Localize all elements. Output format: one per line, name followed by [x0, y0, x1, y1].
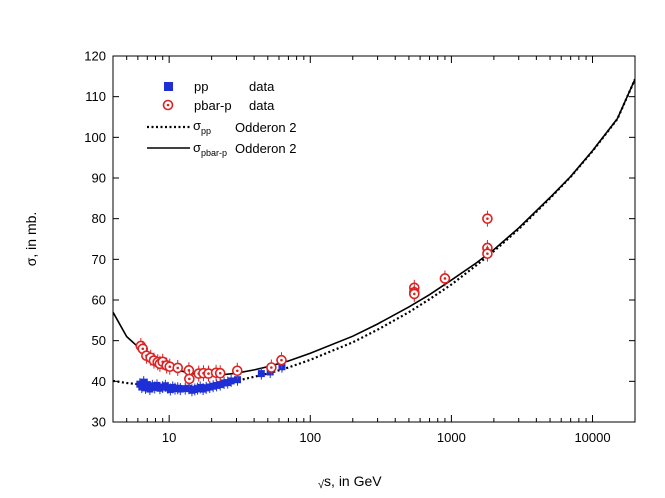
pp-curve [113, 78, 635, 388]
y-tick-label: 50 [92, 333, 106, 348]
axis-ticks: 30 40 50 60 70 80 90 100 110 120 10 100 1000 10000 [84, 49, 636, 445]
y-tick-label: 120 [84, 49, 106, 64]
curves [113, 78, 635, 388]
pp-point [181, 385, 189, 393]
y-axis-label: σ, in mb. [23, 212, 39, 267]
y-tick-label: 110 [85, 89, 106, 104]
pp-point [234, 376, 242, 384]
pbar-p-point-center [236, 369, 239, 373]
pp-point [220, 379, 228, 387]
legend-pbar-label2: data [249, 98, 275, 113]
legend-pp-curve-label2: Odderon 2 [235, 120, 296, 135]
pp-point [140, 378, 148, 386]
legend-pbar-marker-dot [166, 103, 170, 107]
y-tick-label: 40 [92, 374, 106, 389]
sqrt-symbol: √ [318, 479, 325, 491]
y-tick-label: 90 [92, 171, 106, 186]
legend-pbar-curve-label: σpbar-p [193, 140, 227, 158]
pp-point [143, 381, 151, 389]
pbar-p-point-center [207, 372, 210, 375]
pp-point [216, 381, 224, 389]
legend-pp-label: pp [194, 79, 208, 94]
pp-point [202, 384, 210, 392]
pbar-p-point-center [176, 366, 180, 370]
y-tick-label: 80 [92, 211, 106, 226]
plot-frame [112, 55, 636, 423]
pbar-p-point-center [270, 366, 273, 369]
legend-pbar-label: pbar-p [194, 98, 232, 113]
pbar-p-point-center [141, 347, 145, 351]
legend-pp-marker [164, 82, 173, 91]
y-tick-label: 60 [92, 293, 106, 308]
x-tick-label: 100 [299, 430, 321, 445]
pp-point [213, 381, 221, 389]
pp-point [227, 377, 235, 385]
legend-pp-label2: data [249, 79, 275, 94]
x-tick-label: 10 [162, 430, 176, 445]
legend: pp data pbar-p data σpp Odderon 2 σpbar-… [147, 79, 296, 158]
x-tick-label: 1000 [437, 430, 466, 445]
y-tick-label: 100 [84, 130, 106, 145]
data-markers [135, 210, 493, 397]
pp-point [138, 383, 146, 391]
pbar-p-point-center [280, 358, 283, 362]
pbar-p-point-center [486, 217, 489, 220]
y-tick-label: 70 [92, 252, 106, 267]
legend-pp-curve-label: σpp [193, 118, 211, 136]
pbar-p-point-center [168, 365, 172, 368]
x-tick-label: 10000 [574, 430, 610, 445]
pbar-p-point-center [218, 371, 222, 375]
pbar-p-point-center [443, 277, 447, 280]
pp-point [257, 370, 265, 378]
y-tick-label: 30 [92, 415, 106, 430]
pp-point [176, 385, 184, 393]
x-axis-label: √s, in GeV [318, 473, 382, 491]
legend-pbar-curve-label2: Odderon 2 [235, 141, 296, 156]
pbar-p-point-center [486, 252, 489, 255]
pbar-p-point-center [413, 292, 416, 296]
pbar-p-point-center [188, 377, 191, 381]
